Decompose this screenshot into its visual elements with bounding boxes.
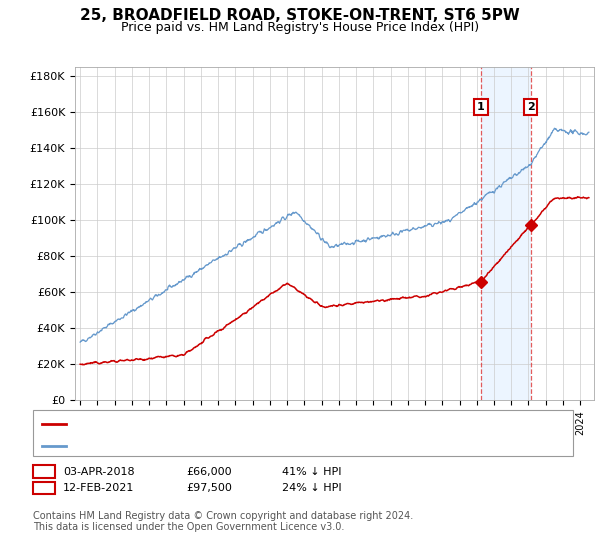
Text: Contains HM Land Registry data © Crown copyright and database right 2024.
This d: Contains HM Land Registry data © Crown c… [33,511,413,533]
Text: 2: 2 [527,102,535,112]
Text: 1: 1 [477,102,485,112]
Text: HPI: Average price, semi-detached house, Stoke-on-Trent: HPI: Average price, semi-detached house,… [72,441,389,451]
Text: 25, BROADFIELD ROAD, STOKE-ON-TRENT, ST6 5PW: 25, BROADFIELD ROAD, STOKE-ON-TRENT, ST6… [80,8,520,24]
Bar [481,67,530,400]
Text: 2: 2 [40,482,48,495]
Text: £97,500: £97,500 [186,483,232,493]
Text: 41% ↓ HPI: 41% ↓ HPI [282,466,341,477]
Text: Price paid vs. HM Land Registry's House Price Index (HPI): Price paid vs. HM Land Registry's House … [121,21,479,34]
Text: £66,000: £66,000 [186,466,232,477]
Text: 1: 1 [40,465,48,478]
Text: 25, BROADFIELD ROAD, STOKE-ON-TRENT, ST6 5PW (semi-detached house): 25, BROADFIELD ROAD, STOKE-ON-TRENT, ST6… [72,419,494,429]
Text: 12-FEB-2021: 12-FEB-2021 [63,483,134,493]
Text: 03-APR-2018: 03-APR-2018 [63,466,134,477]
Text: 24% ↓ HPI: 24% ↓ HPI [282,483,341,493]
